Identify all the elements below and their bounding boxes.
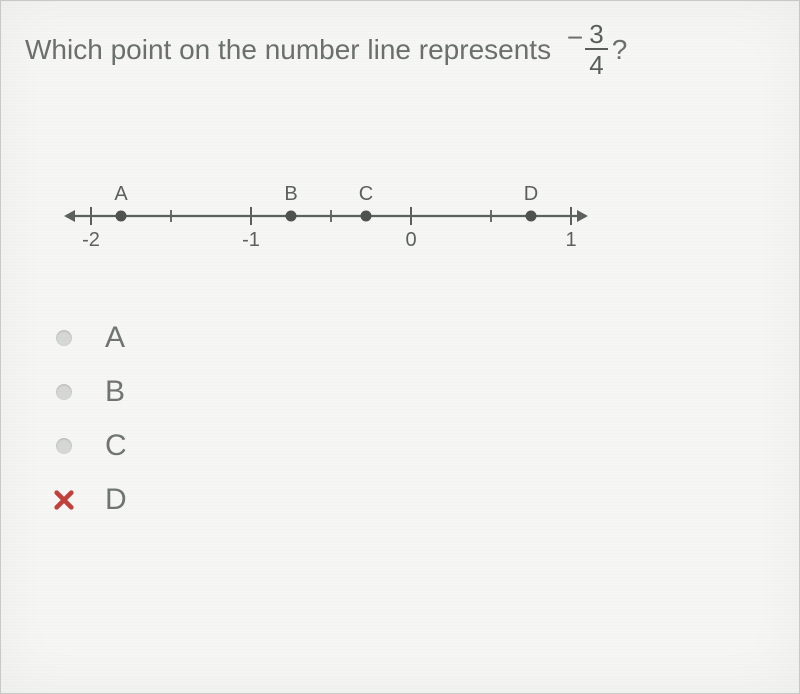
option-b[interactable]: B bbox=[51, 365, 127, 419]
question-prefix: Which point on the number line represent… bbox=[25, 33, 559, 67]
negative-sign: − bbox=[567, 21, 583, 55]
option-label: D bbox=[105, 483, 127, 517]
question-text: Which point on the number line represent… bbox=[25, 21, 627, 78]
option-a[interactable]: A bbox=[51, 311, 127, 365]
wrong-icon bbox=[51, 487, 77, 513]
option-d[interactable]: D bbox=[51, 473, 127, 527]
option-label: C bbox=[105, 429, 127, 463]
radio-unselected-icon bbox=[51, 433, 77, 459]
option-label: A bbox=[105, 321, 125, 355]
answer-options: ABCD bbox=[51, 311, 127, 527]
number-line: -2 -1 0 1 A B C D bbox=[61, 171, 591, 261]
svg-text:0: 0 bbox=[405, 229, 416, 251]
svg-text:D: D bbox=[524, 183, 538, 205]
svg-text:A: A bbox=[114, 183, 128, 205]
svg-text:-1: -1 bbox=[242, 229, 260, 251]
question-suffix: ? bbox=[612, 33, 628, 67]
radio-unselected-icon bbox=[51, 325, 77, 351]
option-label: B bbox=[105, 375, 125, 409]
svg-text:1: 1 bbox=[565, 229, 576, 251]
svg-text:-2: -2 bbox=[82, 229, 100, 251]
fraction-numerator: 3 bbox=[585, 21, 607, 50]
radio-unselected-icon bbox=[51, 379, 77, 405]
question-panel: Which point on the number line represent… bbox=[0, 0, 800, 694]
svg-text:C: C bbox=[359, 183, 373, 205]
fraction: 3 4 bbox=[585, 21, 607, 78]
number-line-svg: -2 -1 0 1 A B C D bbox=[61, 171, 591, 261]
option-c[interactable]: C bbox=[51, 419, 127, 473]
fraction-denominator: 4 bbox=[589, 50, 603, 78]
svg-text:B: B bbox=[284, 183, 297, 205]
